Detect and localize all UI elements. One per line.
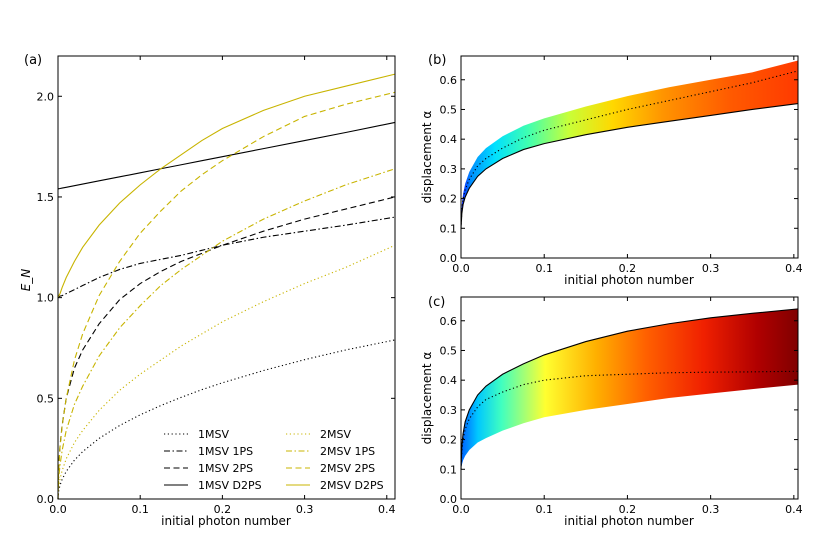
series-line-2msv-d2ps <box>57 73 396 299</box>
b-colormap-region <box>461 60 798 229</box>
a-xtick-label: 0.2 <box>214 503 232 516</box>
series-line-1msv <box>57 339 396 500</box>
panel-b-frame <box>460 55 799 259</box>
legend-entry: 2MSV 2PS <box>320 462 375 475</box>
b-solid-curve <box>460 102 799 229</box>
legend-entry: 1MSV <box>198 428 229 441</box>
a-xtick-label: 0.0 <box>49 503 67 516</box>
b-ytick-label: 0.5 <box>440 103 458 116</box>
a-ytick-label: 1.5 <box>37 191 55 204</box>
legend-entry: 1MSV 1PS <box>198 445 253 458</box>
c-colormap-region <box>461 308 798 470</box>
panel-a-legend: 1MSV 1MSV 1PS 1MSV 2PS 1MSV D2PS 2MSV 2MSV 1P… <box>164 428 384 492</box>
legend-entry: 1MSV D2PS <box>198 479 262 492</box>
panel-b-xlabel: initial photon number <box>564 273 694 287</box>
b-ytick-label: 0.1 <box>440 222 458 235</box>
panel-a-frame <box>57 55 396 500</box>
panel-c-xlabel: initial photon number <box>564 514 694 528</box>
b-xtick-label: 0.0 <box>452 262 470 275</box>
panel-b: (b) 0.0 0.1 0.2 0.3 0.4 0.00.10.20.30.40.50.… <box>420 53 803 287</box>
c-xtick-label: 0.4 <box>785 503 803 516</box>
a-xtick-label: 0.4 <box>378 503 396 516</box>
panel-c: (c) 0.0 0.1 0.2 0.3 0.4 0.00.10.20.30.40.50.… <box>420 295 803 528</box>
a-xtick-label: 0.3 <box>296 503 314 516</box>
panel-a-label: (a) <box>24 53 42 68</box>
panel-c-label: (c) <box>428 295 445 310</box>
panel-b-label: (b) <box>428 53 446 68</box>
b-ytick-label: 0.4 <box>440 133 458 146</box>
b-ytick-label: 0.0 <box>440 252 458 265</box>
legend-entry: 2MSV D2PS <box>320 479 384 492</box>
series-line-1msv-d2ps <box>58 121 396 190</box>
legend-entry: 2MSV <box>320 428 351 441</box>
b-dotted-curve <box>460 70 799 229</box>
b-xtick-label: 0.4 <box>785 262 803 275</box>
c-ytick-label: 0.2 <box>440 434 458 447</box>
a-ytick-label: 0.5 <box>37 392 55 405</box>
c-dotted-curve <box>460 370 799 470</box>
panel-a-y-ticks: 0.0 0.5 1.0 1.5 2.0 <box>37 90 395 506</box>
panel-a-xlabel: initial photon number <box>161 514 291 528</box>
b-xtick-label: 0.1 <box>535 262 553 275</box>
series-line-1msv-1ps <box>57 216 396 298</box>
b-xtick-label: 0.3 <box>702 262 720 275</box>
b-xtick-label: 0.2 <box>619 262 637 275</box>
panel-a: (a) 0.0 0.1 0.2 0.3 0.4 0.0 0.5 1.0 1.5 2.0 init… <box>19 53 396 528</box>
c-ytick-label: 0.0 <box>440 493 458 506</box>
panel-c-ylabel: displacement α <box>420 352 434 445</box>
a-ytick-label: 0.0 <box>37 493 55 506</box>
c-ytick-label: 0.3 <box>440 404 458 417</box>
panel-c-plot-area <box>460 308 799 470</box>
a-ytick-label: 1.0 <box>37 292 55 305</box>
panel-c-frame <box>460 296 799 500</box>
b-ytick-label: 0.3 <box>440 163 458 176</box>
a-ytick-label: 2.0 <box>37 90 55 103</box>
c-xtick-label: 0.2 <box>619 503 637 516</box>
c-ytick-label: 0.6 <box>440 315 458 328</box>
c-ytick-label: 0.5 <box>440 344 458 357</box>
panel-b-plot-area <box>460 60 799 229</box>
c-ytick-label: 0.1 <box>440 463 458 476</box>
panel-b-ylabel: displacement α <box>420 111 434 204</box>
panel-a-x-ticks: 0.0 0.1 0.2 0.3 0.4 <box>49 56 396 516</box>
c-ytick-label: 0.4 <box>440 374 458 387</box>
c-xtick-label: 0.0 <box>452 503 470 516</box>
legend-entry: 1MSV 2PS <box>198 462 253 475</box>
series-line-2msv <box>57 244 396 500</box>
panel-c-x-ticks: 0.0 0.1 0.2 0.3 0.4 <box>452 297 803 516</box>
panel-a-ylabel: E_N <box>19 269 33 292</box>
c-xtick-label: 0.1 <box>535 503 553 516</box>
b-ytick-label: 0.2 <box>440 193 458 206</box>
series-line-2msv-1ps <box>57 168 396 500</box>
c-xtick-label: 0.3 <box>702 503 720 516</box>
a-xtick-label: 0.1 <box>131 503 149 516</box>
panel-b-y-ticks: 0.0 0.1 0.2 0.3 0.4 0.5 0.6 <box>440 74 798 265</box>
legend-entry: 2MSV 1PS <box>320 445 375 458</box>
panel-c-y-ticks: 0.0 0.1 0.2 0.3 0.4 0.5 0.6 <box>440 315 798 506</box>
panel-b-x-ticks: 0.0 0.1 0.2 0.3 0.4 <box>452 56 803 275</box>
panel-a-plot-area <box>57 73 396 500</box>
b-ytick-label: 0.6 <box>440 74 458 87</box>
series-line-2msv-2ps <box>57 91 396 500</box>
c-solid-curve <box>460 308 799 470</box>
